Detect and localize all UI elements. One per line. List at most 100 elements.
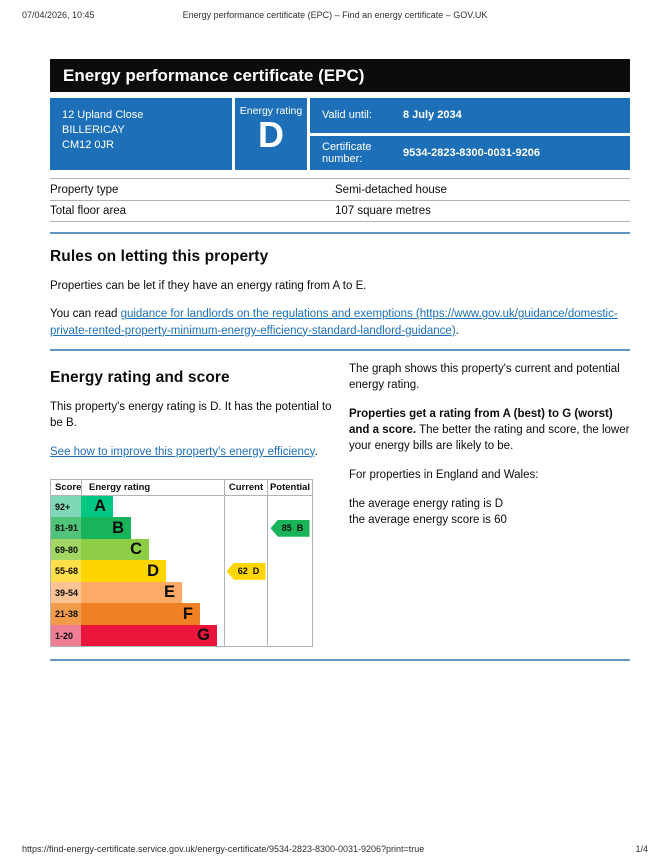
band-bar-b: B <box>81 517 131 539</box>
potential-rating-cell <box>267 603 312 625</box>
band-score-range: 1-20 <box>51 624 81 647</box>
floor-area-value: 107 square metres <box>335 205 431 217</box>
current-rating-cell <box>224 624 267 647</box>
band-bar-area: G <box>81 624 224 647</box>
valid-until-label: Valid until: <box>322 109 372 122</box>
band-bar-area: B <box>81 517 224 539</box>
potential-rating-arrow: 85 B <box>270 519 310 537</box>
epc-band-row-g: 1-20 G <box>51 624 312 647</box>
band-bar-area: C <box>81 538 224 561</box>
potential-rating-arrow-score: 85 <box>281 523 292 534</box>
epc-band-row-f: 21-38 F <box>51 603 312 625</box>
current-rating-cell <box>224 603 267 625</box>
average-score-line: the average energy score is 60 <box>349 514 507 527</box>
potential-rating-cell <box>267 538 312 561</box>
epc-band-row-b: 81-91 B 85 B <box>51 517 312 539</box>
potential-column-header: Potential <box>267 479 312 495</box>
epc-band-row-d: 55-68 D 62 D <box>51 560 312 582</box>
rules-link-prefix: You can read <box>50 308 121 321</box>
band-bar-f: F <box>81 603 200 625</box>
table-row: Property type Semi-detached house <box>50 178 630 200</box>
property-address: 12 Upland Close BILLERICAY CM12 0JR <box>50 98 232 170</box>
rating-heading: Energy rating and score <box>50 368 230 386</box>
rating-summary-paragraph: This property's energy rating is D. It h… <box>50 400 332 430</box>
band-bar-g: G <box>81 624 217 647</box>
valid-until-value: 8 July 2034 <box>403 109 462 122</box>
epc-chart-rows: 92+ A 81-91 B 85 B 69-80 C 55-68 D 62 D 39-54 E 21-38 F… <box>51 495 312 647</box>
energy-rating-label: Energy rating <box>239 105 303 117</box>
potential-rating-cell <box>267 624 312 647</box>
rating-scale-bold: Properties get a rating from A (best) to… <box>349 407 613 436</box>
potential-rating-cell <box>267 560 312 582</box>
epc-band-row-c: 69-80 C <box>51 538 312 561</box>
score-column-header: Score <box>55 481 82 493</box>
address-line-3: CM12 0JR <box>62 138 114 151</box>
improve-link-suffix: . <box>314 445 318 458</box>
current-rating-cell <box>224 517 267 539</box>
certificate-title-banner: Energy performance certificate (EPC) <box>50 59 630 92</box>
certificate-details: Valid until: 8 July 2034 Certificate num… <box>310 98 630 170</box>
certificate-page: Energy performance certificate (EPC) 12 … <box>50 59 630 662</box>
epc-chart-header: Score Energy rating Current Potential <box>51 479 312 496</box>
band-bar-c: C <box>81 538 149 561</box>
energy-rating-box: Energy rating D <box>235 98 307 170</box>
epc-band-row-a: 92+ A <box>51 495 312 518</box>
band-score-range: 81-91 <box>51 517 81 539</box>
band-score-range: 55-68 <box>51 560 81 582</box>
certificate-number-label: Certificate number: <box>322 140 372 165</box>
potential-rating-cell: 85 B <box>267 517 312 539</box>
current-rating-arrow-letter: D <box>252 566 260 577</box>
potential-rating-cell <box>267 581 312 604</box>
address-line-2: BILLERICAY <box>62 123 125 136</box>
potential-rating-arrow-letter: B <box>296 523 304 534</box>
property-type-value: Semi-detached house <box>335 183 447 196</box>
band-score-range: 69-80 <box>51 538 81 561</box>
print-url: https://find-energy-certificate.service.… <box>22 844 425 854</box>
print-datetime: 07/04/2026, 10:45 <box>22 10 95 20</box>
epc-band-row-e: 39-54 E <box>51 581 312 604</box>
band-score-range: 92+ <box>51 495 81 518</box>
current-rating-cell <box>224 581 267 604</box>
address-line-1: 12 Upland Close <box>62 109 144 121</box>
print-page-number: 1/4 <box>635 844 648 854</box>
table-row: Total floor area 107 square metres <box>50 200 630 222</box>
band-score-range: 21-38 <box>51 603 81 625</box>
rules-paragraph: Properties can be let if they have an en… <box>50 280 367 292</box>
rating-scale-paragraph: Properties get a rating from A (best) to… <box>349 406 630 455</box>
current-rating-cell <box>224 538 267 561</box>
current-rating-cell: 62 D <box>224 560 267 582</box>
section-divider <box>50 232 630 234</box>
browser-print-header: 07/04/2026, 10:45 Energy performance cer… <box>22 10 648 20</box>
energy-rating-column-header: Energy rating <box>81 479 224 495</box>
print-page-title: Energy performance certificate (EPC) – F… <box>182 10 488 20</box>
graph-explainer: The graph shows this property's current … <box>349 362 620 392</box>
browser-print-footer: https://find-energy-certificate.service.… <box>22 844 648 854</box>
section-divider <box>50 348 630 351</box>
current-rating-arrow-score: 62 <box>237 566 248 577</box>
property-type-label: Property type <box>50 183 119 196</box>
england-wales-intro: For properties in England and Wales: <box>349 468 539 481</box>
potential-rating-cell <box>267 495 312 518</box>
band-bar-a: A <box>81 495 113 518</box>
improve-paragraph: See how to improve this property's energ… <box>50 444 335 460</box>
band-bar-area: E <box>81 581 224 604</box>
epc-rating-chart: Score Energy rating Current Potential 92… <box>50 478 313 648</box>
band-bar-d: D <box>81 560 166 582</box>
property-facts-table: Property type Semi-detached house Total … <box>50 178 630 222</box>
rating-left-column: Energy rating and score This property's … <box>50 355 335 648</box>
band-score-range: 39-54 <box>51 581 81 604</box>
average-rating-line: the average energy rating is D <box>349 497 504 510</box>
landlord-guidance-link[interactable]: guidance for landlords on the regulation… <box>50 308 618 337</box>
band-bar-area: A <box>81 495 224 518</box>
certificate-number-row: Certificate number: 9534-2823-8300-0031-… <box>310 135 630 170</box>
section-divider <box>50 659 630 662</box>
improve-efficiency-link[interactable]: See how to improve this property's energ… <box>50 445 315 458</box>
rating-scale-rest: The better the rating and score, the low… <box>349 423 630 453</box>
band-bar-area: F <box>81 603 224 625</box>
rules-heading: Rules on letting this property <box>50 248 269 265</box>
rules-guidance-paragraph: You can read guidance for landlords on t… <box>50 306 630 339</box>
floor-area-label: Total floor area <box>50 205 127 217</box>
rating-section: Energy rating and score This property's … <box>50 355 630 648</box>
certificate-number-value: 9534-2823-8300-0031-9206 <box>403 146 541 159</box>
